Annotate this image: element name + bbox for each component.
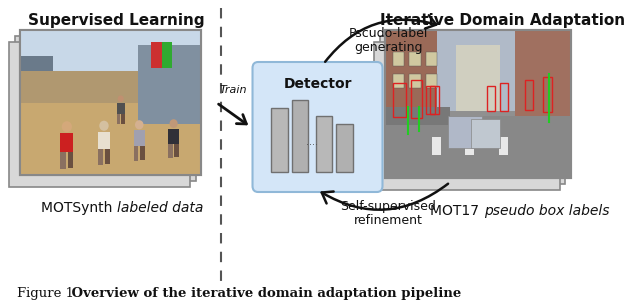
Bar	[385, 30, 445, 136]
Bar	[437, 30, 519, 111]
Bar	[151, 42, 162, 68]
Bar	[385, 107, 451, 125]
Bar	[380, 36, 565, 184]
Bar	[271, 108, 288, 172]
Bar	[374, 42, 560, 190]
Bar	[20, 30, 202, 175]
Bar	[138, 44, 202, 124]
Text: Detector: Detector	[284, 77, 352, 91]
Text: Iterative Domain Adaptation: Iterative Domain Adaptation	[380, 13, 625, 28]
Bar	[162, 42, 173, 68]
Bar	[168, 129, 179, 144]
Bar	[15, 36, 196, 181]
Bar	[426, 74, 437, 88]
Bar	[60, 152, 66, 169]
Bar	[499, 136, 508, 155]
Text: Self-supervised: Self-supervised	[340, 200, 436, 213]
Text: Train: Train	[220, 84, 247, 95]
Bar	[426, 52, 437, 66]
Bar	[410, 74, 420, 88]
Bar	[412, 80, 422, 118]
Bar	[20, 56, 53, 136]
Bar	[393, 83, 406, 117]
Bar	[449, 116, 482, 148]
Text: Overview of the iterative domain adaptation pipeline: Overview of the iterative domain adaptat…	[67, 287, 461, 300]
Bar	[20, 71, 202, 103]
Bar	[134, 130, 145, 146]
FancyBboxPatch shape	[253, 62, 383, 192]
Text: Figure 1: Figure 1	[17, 287, 74, 300]
Bar	[432, 136, 441, 155]
FancyArrowPatch shape	[322, 184, 448, 210]
Text: ....: ....	[306, 137, 318, 147]
Bar	[525, 80, 533, 110]
Ellipse shape	[135, 120, 143, 129]
FancyArrowPatch shape	[325, 15, 436, 62]
Ellipse shape	[61, 121, 72, 132]
Bar	[316, 116, 332, 172]
Bar	[98, 132, 110, 149]
Bar	[60, 133, 74, 152]
Text: Supervised Learning: Supervised Learning	[28, 13, 205, 28]
Bar	[168, 144, 173, 158]
Ellipse shape	[170, 119, 178, 128]
Bar	[116, 114, 120, 124]
Bar	[385, 30, 445, 126]
FancyArrowPatch shape	[219, 104, 246, 124]
Text: refinement: refinement	[354, 214, 423, 227]
Text: pseudo box labels: pseudo box labels	[484, 204, 609, 218]
Bar	[465, 136, 474, 155]
Bar	[20, 95, 202, 175]
Bar	[470, 119, 500, 148]
Bar	[426, 86, 435, 114]
Bar	[410, 52, 420, 66]
Text: labeled data: labeled data	[116, 201, 203, 215]
Bar	[116, 103, 125, 114]
Bar	[105, 149, 110, 164]
Bar	[385, 30, 571, 63]
Bar	[10, 42, 190, 187]
Bar	[488, 86, 495, 111]
Bar	[393, 74, 404, 88]
Text: MOTSynth: MOTSynth	[41, 201, 116, 215]
Text: generating: generating	[355, 41, 423, 54]
Bar	[20, 30, 202, 71]
Bar	[140, 146, 145, 160]
Bar	[500, 83, 508, 111]
Bar	[134, 146, 138, 160]
Bar	[393, 52, 404, 66]
Bar	[68, 152, 74, 168]
Bar	[543, 77, 552, 112]
Bar	[20, 30, 202, 175]
Text: Pscudo-label: Pscudo-label	[349, 27, 428, 40]
Bar	[336, 124, 353, 172]
Bar	[98, 149, 103, 165]
Bar	[385, 30, 571, 178]
Bar	[430, 86, 439, 114]
Ellipse shape	[99, 121, 109, 131]
Ellipse shape	[118, 95, 124, 102]
Bar	[174, 144, 179, 157]
Bar	[385, 30, 571, 178]
Bar	[385, 116, 571, 178]
Bar	[291, 100, 308, 172]
Bar	[121, 114, 125, 124]
Text: MOT17: MOT17	[430, 204, 484, 218]
Bar	[456, 45, 500, 111]
Bar	[151, 42, 173, 68]
Bar	[515, 30, 571, 131]
